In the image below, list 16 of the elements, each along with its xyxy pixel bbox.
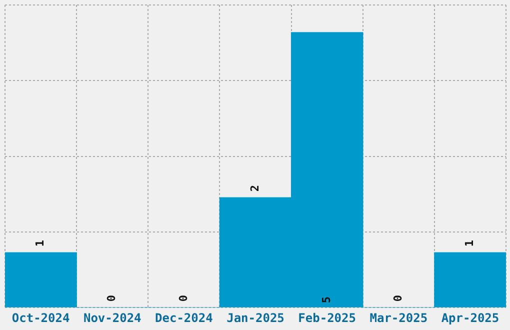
- data-label: 1: [463, 240, 476, 247]
- x-tick-label: Apr-2025: [441, 310, 500, 325]
- data-label: 1: [34, 240, 47, 247]
- x-tick-label: Mar-2025: [370, 310, 428, 325]
- data-label: 0: [105, 294, 118, 302]
- data-label: 2: [248, 184, 262, 192]
- x-tick-label: Dec-2024: [155, 310, 213, 325]
- data-label: 0: [176, 294, 190, 302]
- data-label: 0: [392, 294, 404, 302]
- x-tick-label: Nov-2024: [83, 310, 142, 325]
- x-tick-label: Feb-2025: [298, 310, 356, 325]
- data-label: 5: [320, 296, 333, 304]
- x-tick-label: Jan-2025: [226, 310, 284, 325]
- x-tick-label: Oct-2024: [12, 310, 70, 325]
- bar: [434, 252, 506, 308]
- bar: [5, 252, 77, 308]
